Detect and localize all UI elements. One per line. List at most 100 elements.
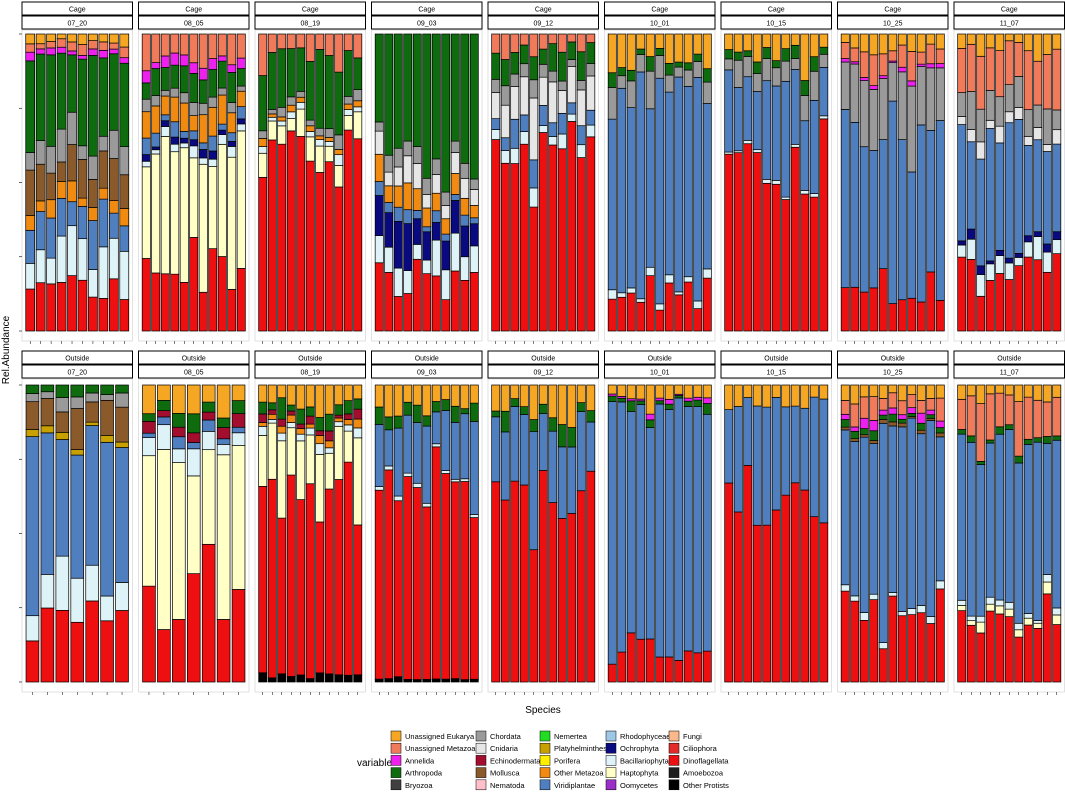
bar-segment (1042, 151, 1052, 245)
bar-segment (819, 398, 829, 524)
bar-segment (724, 409, 734, 484)
bar-segment (850, 441, 860, 597)
bar-segment (98, 187, 109, 200)
bar-segment (324, 55, 334, 130)
bar-segment (529, 384, 539, 420)
bar-segment (56, 52, 67, 130)
bar-segment (995, 392, 1005, 428)
bar-segment (576, 89, 586, 127)
bar-segment (431, 275, 441, 332)
bar-segment (70, 449, 85, 456)
bar-segment (878, 78, 888, 140)
bar-segment (1042, 574, 1052, 583)
strip-col-label: 10_15 (767, 370, 787, 377)
bar-segment (98, 198, 109, 248)
bar-segment (752, 149, 762, 153)
bar-segment (1014, 636, 1024, 683)
bar-segment (935, 588, 945, 683)
bar-segment (790, 405, 800, 484)
bar-segment (374, 195, 384, 236)
bar-segment (25, 436, 40, 617)
bar-segment (538, 48, 548, 65)
bar-segment (548, 136, 558, 146)
bar-segment (160, 67, 170, 91)
bar-segment (1052, 624, 1062, 683)
strip-col-label: 09_03 (417, 370, 437, 377)
bar-segment (334, 404, 344, 416)
bar-segment (286, 96, 296, 106)
legend-label: Echinodermata (490, 756, 541, 765)
bar-segment (957, 256, 967, 332)
bar-segment (151, 68, 161, 96)
bar-segment (790, 143, 800, 148)
legend-label: Arthropoda (405, 769, 443, 778)
bar-segment (422, 384, 432, 417)
bar-segment (403, 182, 413, 211)
bar-segment (538, 470, 548, 683)
bar-segment (897, 66, 907, 73)
bar-segment (384, 384, 394, 418)
bar-segment (957, 384, 967, 400)
bar-segment (393, 676, 403, 683)
bar-segment (469, 402, 479, 422)
bar-segment (790, 44, 800, 59)
legend-swatch (390, 742, 402, 754)
bar-segment (1033, 384, 1043, 401)
bar-segment (674, 76, 684, 293)
bar-segment (305, 678, 315, 683)
bar-segment (724, 58, 734, 71)
bar-segment (693, 61, 703, 78)
bar-segment (724, 49, 734, 60)
bar-segment (393, 495, 403, 502)
bar-segment (557, 80, 567, 91)
bar-segment (576, 33, 586, 53)
bar-segment (491, 52, 501, 80)
bar-segment (189, 115, 199, 132)
bar-segment (353, 111, 363, 140)
bar-segment (935, 580, 945, 590)
bar-segment (77, 197, 88, 207)
bar-segment (296, 499, 306, 676)
bar-segment (46, 145, 56, 174)
bar-segment (77, 33, 88, 45)
bar-segment (374, 235, 384, 264)
bar-segment (353, 427, 363, 439)
legend-swatch (605, 779, 617, 791)
bar-segment (702, 68, 712, 83)
bar-segment (296, 440, 306, 500)
bar-segment (926, 398, 936, 411)
bar-segment (529, 419, 539, 433)
bar-segment (1033, 231, 1043, 237)
bar-segment (878, 414, 888, 420)
bar-segment (286, 118, 296, 132)
bar-segment (840, 42, 850, 59)
bar-segment (179, 92, 189, 104)
bar-segment (907, 413, 917, 417)
bar-segment (172, 384, 186, 414)
bar-segment (201, 384, 216, 403)
bar-segment (353, 100, 363, 108)
bar-segment (664, 384, 674, 400)
bar-segment (878, 648, 888, 683)
bar-segment (40, 398, 55, 427)
bar-segment (431, 384, 441, 402)
legend-label: Oomycetes (620, 781, 658, 790)
bar-segment (115, 441, 129, 448)
bar-segment (189, 157, 199, 238)
bar-segment (236, 130, 246, 269)
bar-segment (267, 409, 277, 415)
bar-segment (840, 426, 850, 431)
bar-segment (491, 118, 501, 130)
bar-segment (119, 174, 130, 209)
bar-segment (809, 33, 819, 58)
bar-segment (1052, 231, 1062, 241)
bar-segment (966, 395, 976, 437)
bar-segment (897, 299, 907, 332)
bar-segment (693, 308, 703, 332)
bar-segment (771, 67, 781, 87)
bar-segment (636, 71, 646, 300)
bar-segment (995, 426, 1005, 435)
bar-segment (88, 33, 98, 41)
bar-segment (88, 220, 98, 270)
bar-segment (519, 114, 529, 132)
